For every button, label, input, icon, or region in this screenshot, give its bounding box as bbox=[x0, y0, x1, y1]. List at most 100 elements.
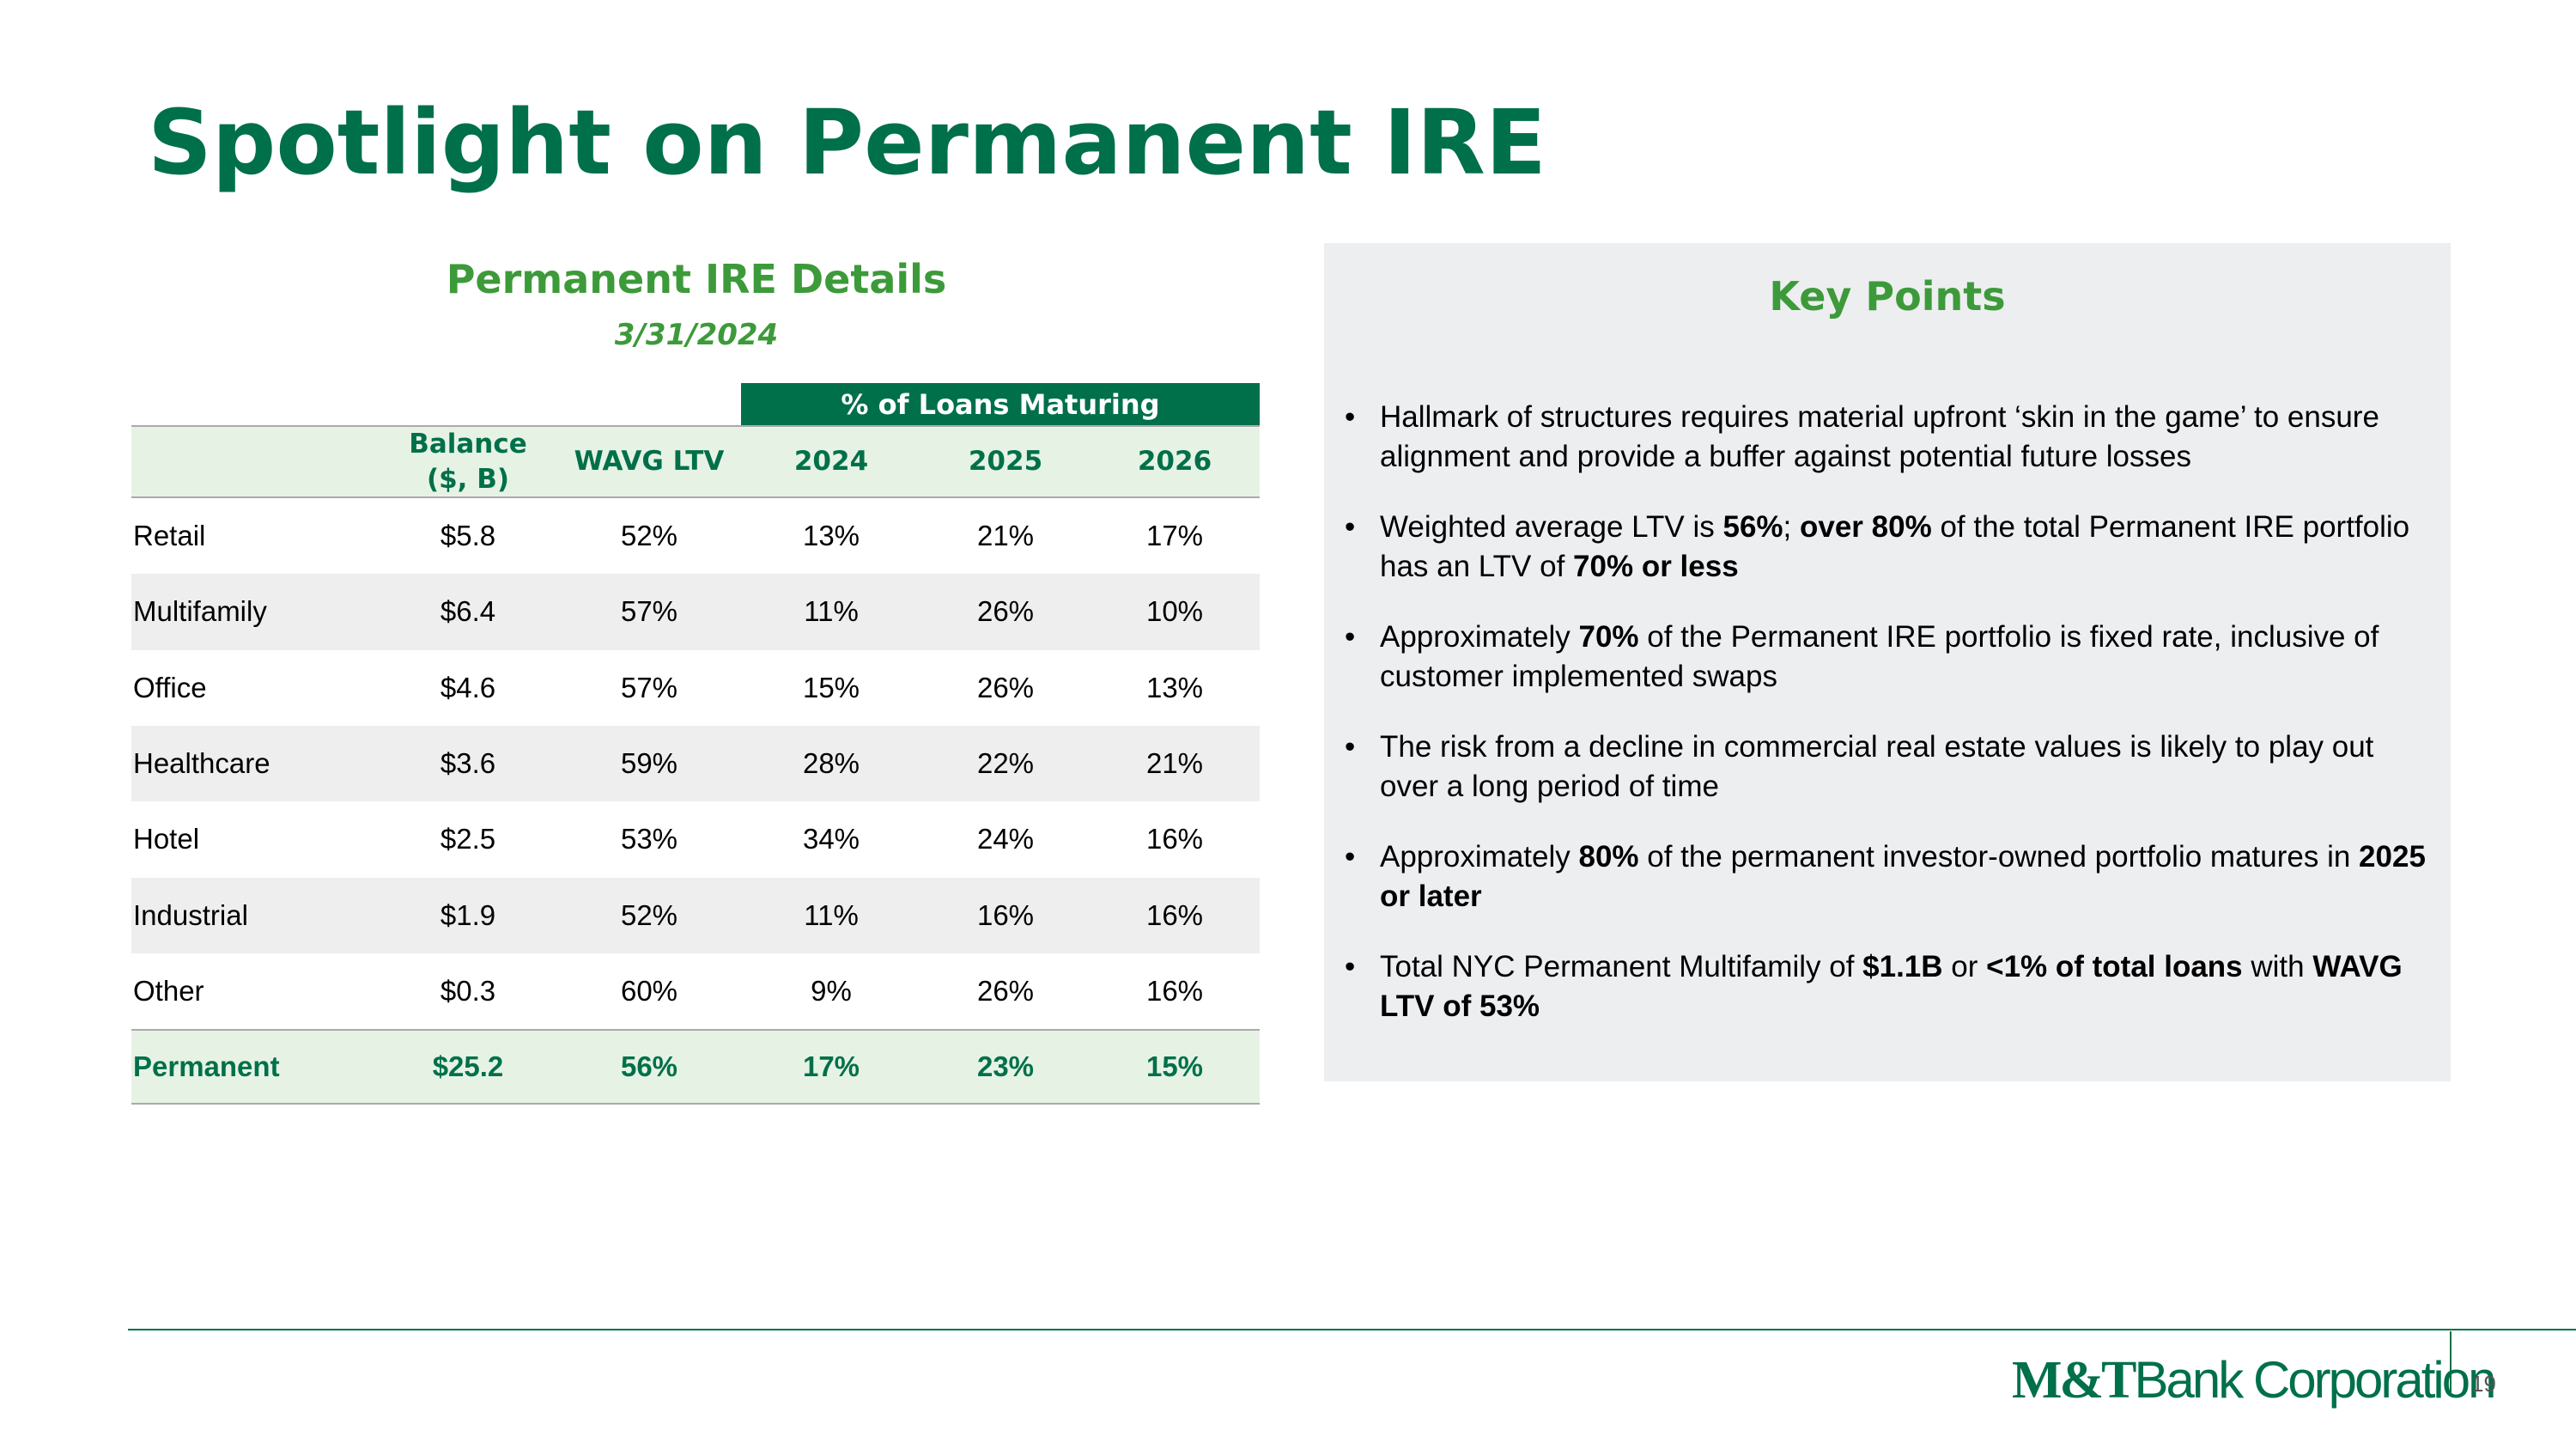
bullet: • Weighted average LTV is 56%; over 80% o… bbox=[1345, 508, 2435, 587]
bullet-text: Hallmark of structures requires material… bbox=[1380, 398, 2435, 477]
bullet-text: Weighted average LTV is 56%; over 80% of… bbox=[1380, 508, 2435, 587]
total-cell: Permanent bbox=[133, 1050, 280, 1083]
table-cell: $6.4 bbox=[440, 595, 496, 628]
page-number: 19 bbox=[2471, 1371, 2496, 1397]
bullet-dot: • bbox=[1345, 510, 1356, 544]
bullet: • The risk from a decline in commercial r… bbox=[1345, 728, 2435, 807]
total-cell: $25.2 bbox=[432, 1050, 504, 1083]
bullet: • Total NYC Permanent Multifamily of $1.1… bbox=[1345, 947, 2435, 1026]
table-cell: 13% bbox=[802, 520, 860, 552]
slide-title: Spotlight on Permanent IRE bbox=[148, 90, 1546, 195]
bold-run: over 80% bbox=[1800, 510, 1932, 544]
table-cell: 28% bbox=[802, 747, 860, 780]
text-run: Approximately bbox=[1380, 840, 1579, 874]
table-cell: 16% bbox=[1145, 823, 1204, 855]
group-header: % of Loans Maturing bbox=[741, 383, 1260, 425]
text-run: of the total Permanent IRE portfolio has… bbox=[1380, 510, 2418, 583]
bullet-dot: • bbox=[1345, 950, 1356, 983]
table-cell: 21% bbox=[1145, 747, 1204, 780]
text-run: of the Permanent IRE portfolio is fixed … bbox=[1380, 620, 2388, 693]
bold-run: 2025 or later bbox=[1380, 840, 2434, 913]
text-run: Weighted average LTV is bbox=[1380, 510, 1723, 544]
bold-run: 80% bbox=[1578, 840, 1639, 874]
key-points-panel bbox=[1324, 243, 2451, 1081]
text-run: or bbox=[1942, 950, 1987, 983]
table-cell: 16% bbox=[976, 898, 1035, 931]
bullet-text: Approximately 80% of the permanent inves… bbox=[1380, 837, 2435, 916]
table-cell: 34% bbox=[802, 823, 860, 855]
logo-text: Bank Corporation bbox=[2134, 1351, 2497, 1409]
bullet: • Hallmark of structures requires materia… bbox=[1345, 398, 2435, 477]
text-run: Approximately bbox=[1380, 620, 1579, 654]
column-header: 2024 bbox=[793, 446, 869, 477]
table-cell: $5.8 bbox=[440, 520, 496, 552]
bullet-text: Total NYC Permanent Multifamily of $1.1B… bbox=[1380, 947, 2435, 1026]
logo-mark: M&T bbox=[2012, 1351, 2137, 1409]
logo: M&TBank Corporation bbox=[2012, 1350, 2497, 1411]
table-cell: 11% bbox=[804, 595, 859, 628]
table-cell: Industrial bbox=[133, 898, 248, 931]
table-cell: 52% bbox=[620, 898, 678, 931]
header-band bbox=[131, 425, 1260, 498]
table-cell: 26% bbox=[976, 671, 1035, 703]
table-cell: 16% bbox=[1145, 898, 1204, 931]
row-band bbox=[131, 877, 1260, 953]
footer-rule bbox=[128, 1329, 2576, 1330]
table-cell: 16% bbox=[1145, 974, 1204, 1007]
table-cell: $0.3 bbox=[440, 974, 496, 1007]
table-cell: 11% bbox=[804, 898, 859, 931]
bold-run: WAVG LTV of 53% bbox=[1380, 950, 2411, 1023]
bold-run: 70% bbox=[1578, 620, 1639, 654]
text-run: ; bbox=[1783, 510, 1800, 544]
bold-run: 70% or less bbox=[1573, 550, 1739, 583]
table-cell: 13% bbox=[1145, 671, 1204, 703]
table-cell: 17% bbox=[1145, 520, 1204, 552]
column-header: 2026 bbox=[1137, 446, 1212, 477]
table-cell: 10% bbox=[1145, 595, 1204, 628]
bold-run: 56% bbox=[1722, 510, 1783, 544]
table-cell: 53% bbox=[620, 823, 678, 855]
key-points-title: Key Points bbox=[1769, 273, 2006, 320]
table-cell: 60% bbox=[620, 974, 678, 1007]
total-band bbox=[131, 1029, 1260, 1105]
table-cell: 26% bbox=[976, 974, 1035, 1007]
table-cell: 57% bbox=[620, 595, 678, 628]
text-run: The risk from a decline in commercial re… bbox=[1380, 730, 2383, 803]
bullet-text: Approximately 70% of the Permanent IRE p… bbox=[1380, 618, 2435, 697]
table-date: 3/31/2024 bbox=[614, 318, 779, 352]
text-run: Hallmark of structures requires material… bbox=[1380, 400, 2388, 473]
bold-run: $1.1B bbox=[1862, 950, 1943, 983]
table-title: Permanent IRE Details bbox=[446, 256, 947, 302]
bullet-text: The risk from a decline in commercial re… bbox=[1380, 728, 2435, 807]
table-cell: $4.6 bbox=[440, 671, 496, 703]
total-cell: 56% bbox=[620, 1050, 678, 1083]
table-cell: Multifamily bbox=[133, 595, 267, 628]
table-cell: Hotel bbox=[133, 823, 200, 855]
table-cell: 21% bbox=[976, 520, 1035, 552]
text-run: of the permanent investor-owned portfoli… bbox=[1638, 840, 2360, 874]
total-cell: 23% bbox=[976, 1050, 1035, 1083]
bullet-dot: • bbox=[1345, 620, 1356, 654]
column-header: 2025 bbox=[968, 446, 1043, 477]
table-cell: 52% bbox=[620, 520, 678, 552]
table-cell: Other bbox=[133, 974, 204, 1007]
table-cell: 59% bbox=[620, 747, 678, 780]
table-cell: 57% bbox=[620, 671, 678, 703]
table-cell: Office bbox=[133, 671, 207, 703]
bullet-dot: • bbox=[1345, 840, 1356, 874]
bullet: • Approximately 70% of the Permanent IRE … bbox=[1345, 618, 2435, 697]
bold-run: <1% of total loans bbox=[1986, 950, 2243, 983]
table-cell: Retail bbox=[133, 520, 206, 552]
row-band bbox=[131, 725, 1260, 802]
table-cell: $1.9 bbox=[440, 898, 496, 931]
table-cell: 24% bbox=[976, 823, 1035, 855]
bullet: • Approximately 80% of the permanent inve… bbox=[1345, 837, 2435, 916]
row-band bbox=[131, 574, 1260, 650]
text-run: Total NYC Permanent Multifamily of bbox=[1380, 950, 1863, 983]
text-run: with bbox=[2242, 950, 2313, 983]
footer-divider bbox=[2450, 1331, 2451, 1397]
bullet-dot: • bbox=[1345, 730, 1356, 764]
table-cell: 22% bbox=[976, 747, 1035, 780]
table-cell: 26% bbox=[976, 595, 1035, 628]
